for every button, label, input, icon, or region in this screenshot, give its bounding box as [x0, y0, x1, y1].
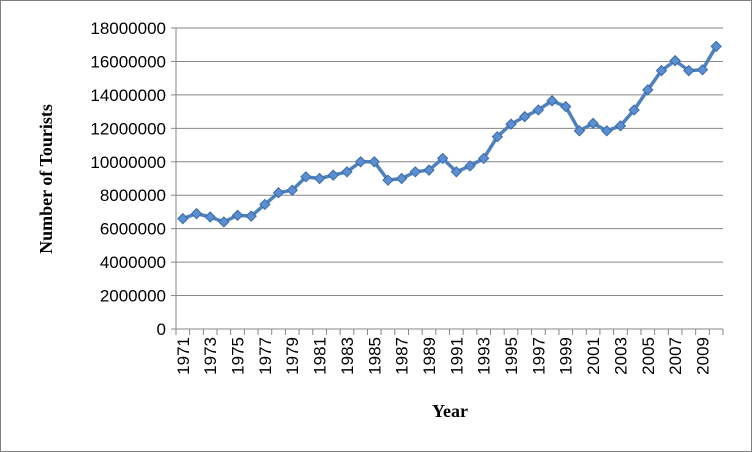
y-tick-label: 14000000: [90, 86, 166, 105]
y-tick-label: 10000000: [90, 153, 166, 172]
data-point: [601, 125, 613, 137]
data-point: [573, 125, 586, 137]
x-tick-label: 1999: [557, 337, 576, 375]
y-tick-label: 2000000: [100, 287, 166, 306]
data-point: [696, 64, 709, 76]
x-tick-label: 1973: [201, 337, 220, 375]
data-point: [368, 156, 380, 168]
y-tick-label: 4000000: [100, 253, 166, 272]
y-tick-label: 18000000: [90, 19, 166, 38]
data-point: [382, 174, 394, 186]
x-tick-label: 1975: [229, 337, 248, 375]
x-tick-label: 1983: [338, 337, 357, 375]
x-tick-label: 1995: [502, 337, 521, 375]
data-point: [450, 166, 463, 178]
data-point: [546, 95, 558, 107]
data-point: [669, 54, 681, 67]
data-point: [436, 152, 449, 165]
y-tick-labels: 0 2000000 4000000 6000000 8000000 10000000 120…: [90, 19, 166, 339]
data-point: [587, 117, 599, 130]
data-point: [341, 166, 353, 178]
data-point: [710, 40, 722, 53]
x-tick-label: 1993: [475, 337, 494, 375]
x-tick-label: 2007: [666, 337, 685, 375]
y-tick-label: 0: [157, 320, 166, 339]
x-tick-label: 1971: [174, 337, 193, 375]
x-tick-label: 1979: [283, 337, 302, 375]
data-point: [354, 156, 367, 168]
data-point: [218, 216, 230, 228]
x-tick-label: 1989: [420, 337, 439, 375]
data-point: [409, 166, 422, 178]
data-point: [231, 209, 244, 221]
x-tick-label: 2003: [611, 337, 630, 375]
data-point: [190, 207, 203, 220]
data-point: [505, 118, 517, 130]
x-tick-label: 1987: [393, 337, 412, 375]
data-point: [519, 110, 531, 123]
x-axis-title: Year: [432, 401, 468, 421]
x-tick-label: 2005: [639, 337, 658, 375]
data-point: [395, 172, 408, 185]
data-point: [532, 104, 545, 116]
x-tick-label: 2001: [584, 337, 603, 375]
y-tick-label: 6000000: [100, 220, 166, 239]
axes: [171, 27, 724, 335]
data-point: [204, 211, 216, 223]
x-tick-label: 1997: [529, 337, 548, 375]
x-tick-label: 2009: [693, 337, 712, 375]
data-point: [245, 210, 257, 222]
series-line: [181, 44, 718, 224]
data-series: [177, 40, 722, 228]
data-point: [560, 100, 572, 113]
gridlines: [176, 27, 723, 297]
x-tick-label: 1977: [256, 337, 275, 375]
data-point: [642, 84, 654, 96]
x-tick-label: 1985: [365, 337, 384, 375]
data-point: [177, 212, 189, 225]
data-point: [614, 120, 627, 132]
data-point: [286, 184, 298, 196]
data-point: [464, 160, 476, 172]
data-point: [491, 130, 504, 143]
data-point: [628, 104, 640, 116]
x-tick-label: 1991: [447, 337, 466, 375]
data-point: [655, 64, 668, 77]
data-point: [313, 172, 326, 185]
y-tick-label: 8000000: [100, 186, 166, 205]
y-tick-label: 12000000: [90, 119, 166, 138]
data-point: [300, 171, 312, 183]
data-point: [477, 152, 490, 165]
data-point: [272, 187, 285, 199]
data-point: [683, 64, 695, 77]
y-axis-title: Number of Tourists: [36, 104, 56, 254]
data-point: [423, 164, 435, 176]
data-point: [259, 198, 271, 211]
y-tick-label: 16000000: [90, 52, 166, 71]
data-point: [327, 169, 339, 181]
x-tick-label: 1981: [311, 337, 330, 375]
x-tick-labels: 1971 1973 1975 1977 1979 1981 1983 1985 1987 1989…: [174, 337, 713, 375]
